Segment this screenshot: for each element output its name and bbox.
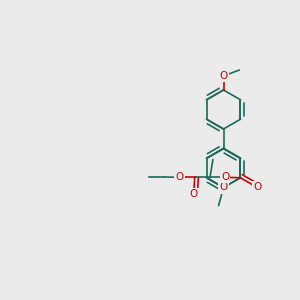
Text: O: O bbox=[219, 182, 228, 193]
Text: O: O bbox=[221, 172, 229, 182]
Text: O: O bbox=[253, 182, 261, 193]
Text: O: O bbox=[190, 189, 198, 199]
Text: O: O bbox=[176, 172, 184, 182]
Text: O: O bbox=[219, 71, 228, 81]
